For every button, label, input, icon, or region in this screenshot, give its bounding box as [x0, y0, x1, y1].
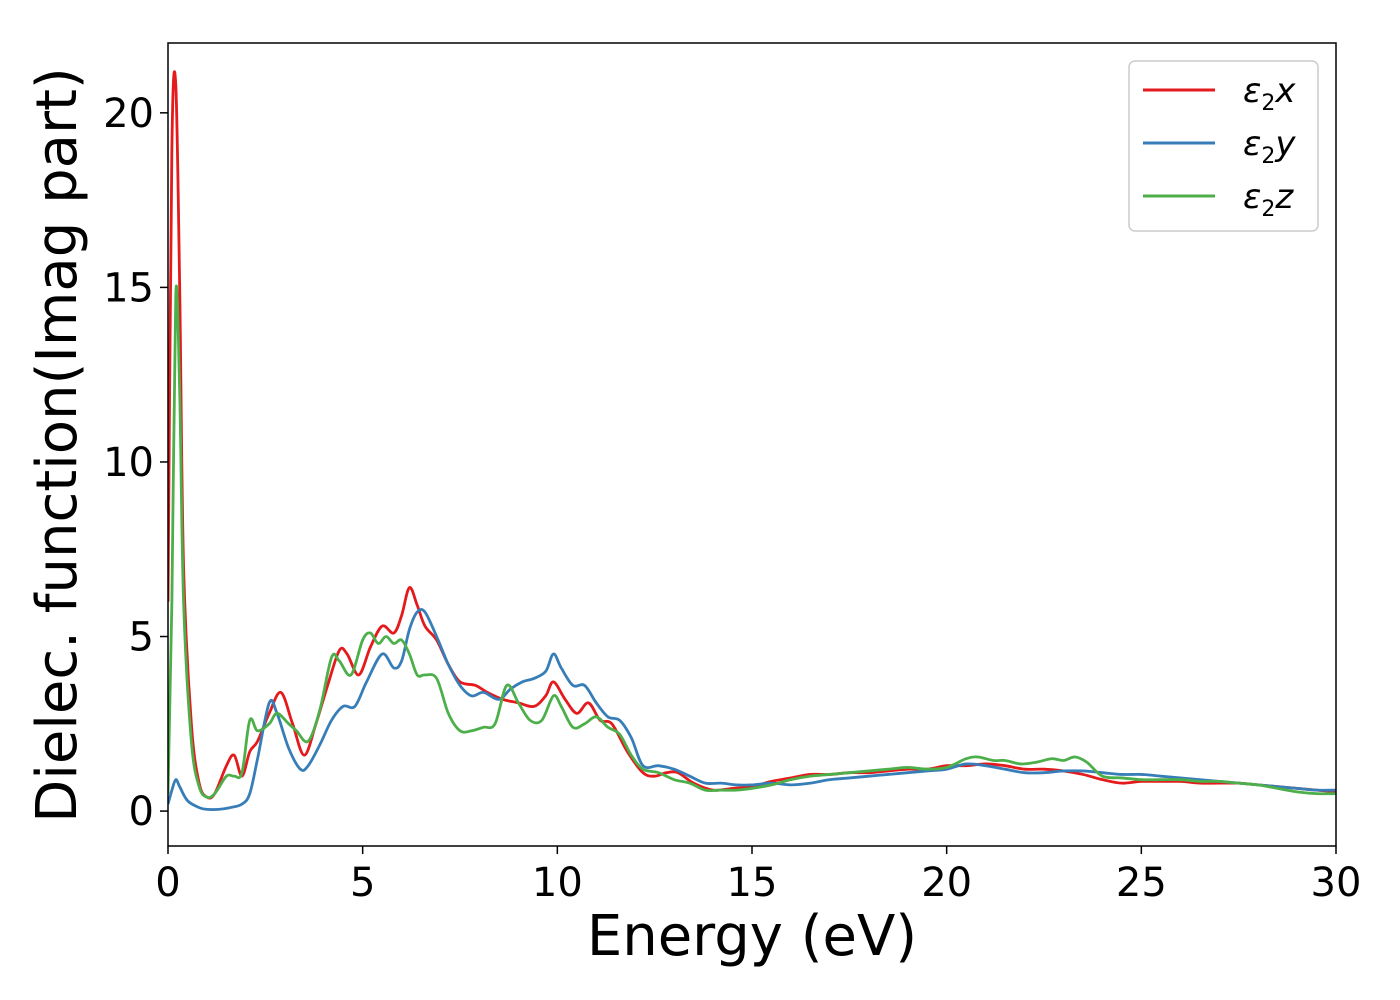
- x-tick-label: 20: [921, 860, 972, 906]
- y-tick-label: 20: [103, 91, 154, 137]
- series-line-z: [168, 284, 1336, 799]
- legend-label-x: ε2x: [1243, 71, 1296, 116]
- legend: ε2x ε2y ε2z: [1128, 60, 1319, 232]
- legend-label-z: ε2z: [1243, 177, 1294, 222]
- x-tick-label: 30: [1311, 860, 1362, 906]
- x-tick-label: 25: [1116, 860, 1167, 906]
- x-tick-label: 10: [532, 860, 583, 906]
- y-tick-label: 0: [129, 789, 154, 835]
- x-tick-label: 15: [727, 860, 778, 906]
- series-line-y: [168, 608, 1336, 811]
- x-axis-ticks: 0 5 10 15 20 25 30: [155, 846, 1361, 906]
- legend-label-y: ε2y: [1243, 124, 1296, 169]
- y-axis-ticks: 0 5 10 15 20: [103, 91, 168, 835]
- y-tick-label: 10: [103, 440, 154, 486]
- x-axis-label: Energy (eV): [587, 904, 917, 969]
- y-axis-label: Dielec. function(Imag part): [25, 67, 90, 823]
- x-tick-label: 5: [350, 860, 375, 906]
- x-tick-label: 0: [155, 860, 180, 906]
- legend-box: [1128, 60, 1319, 232]
- series-line-x: [168, 70, 1336, 800]
- y-tick-label: 15: [103, 265, 154, 311]
- series-layer: [168, 70, 1336, 811]
- y-tick-label: 5: [129, 615, 154, 661]
